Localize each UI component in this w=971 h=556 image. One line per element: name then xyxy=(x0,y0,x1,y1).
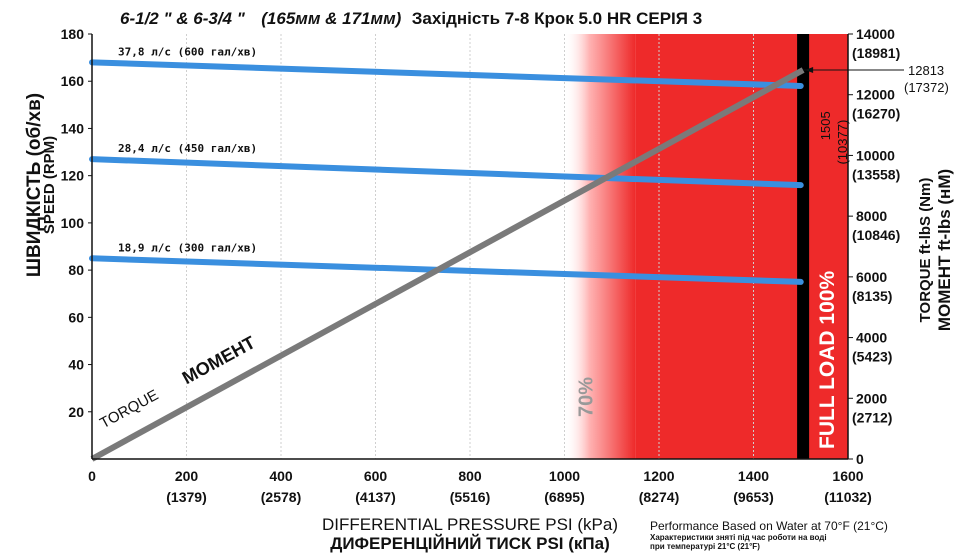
y-tick-80: 80 xyxy=(68,262,84,278)
y-tick-60: 60 xyxy=(68,309,84,325)
y2-tick-sub-12000: (16270) xyxy=(852,106,900,122)
x-axis-label-en: DIFFERENTIAL PRESSURE PSI (kPa) xyxy=(322,515,618,534)
x-tick-800: 800 xyxy=(458,468,482,484)
x-tick-labels: 0 200 (1379) 400 (2578) 600 (4137) 800 (5516) 100… xyxy=(88,468,872,505)
x-tick-sub-200: (1379) xyxy=(166,489,206,505)
y2-tick-sub-4000: (5423) xyxy=(852,349,892,365)
y-axis-label-en: SPEED (RPM) xyxy=(41,136,58,234)
y2-axis-label-ua: МОМЕНТ ft-lbs (нМ) xyxy=(935,169,954,331)
max-torque-arrow xyxy=(805,67,814,74)
x-tick-200: 200 xyxy=(175,468,199,484)
x-tick-sub-1400: (9653) xyxy=(733,489,773,505)
note-ua-2: при температурі 21°C (21°F) xyxy=(650,542,760,551)
x-tick-sub-600: (4137) xyxy=(355,489,395,505)
y2-tick-sub-6000: (8135) xyxy=(852,288,892,304)
title-part-3: Західність 7-8 Крок 5.0 HR СЕРІЯ 3 xyxy=(412,9,702,28)
max-torque-nm: (17372) xyxy=(904,80,949,95)
y-axis-label-ua: ШВИДКІСТЬ (об/хв) xyxy=(24,93,45,277)
x-tick-1400: 1400 xyxy=(738,468,769,484)
y2-tick-12000: 12000 xyxy=(856,87,895,103)
torque-line xyxy=(90,67,805,462)
speed-series: 37,8 л/с (600 гал/хв) 28,4 л/с (450 гал/х… xyxy=(89,45,804,285)
zone-70-label: 70% xyxy=(576,377,598,417)
note-en: Performance Based on Water at 70°F (21°C… xyxy=(650,519,888,533)
speed-line-0 xyxy=(89,59,804,89)
speed-line-1 xyxy=(89,156,804,189)
y2-tick-sub-14000: (18981) xyxy=(852,45,900,61)
y2-tick-sub-8000: (10846) xyxy=(852,227,900,243)
y2-tick-6000: 6000 xyxy=(856,269,887,285)
x-tick-sub-400: (2578) xyxy=(261,489,301,505)
x-tick-sub-1200: (8274) xyxy=(639,489,679,505)
y2-tick-10000: 10000 xyxy=(856,147,895,163)
x-axis-label-ua: ДИФЕРЕНЦІЙНИЙ ТИСК PSI (кПа) xyxy=(330,534,610,553)
y-tick-20: 20 xyxy=(68,404,84,420)
y2-tick-0: 0 xyxy=(856,451,864,467)
max-pressure-kpa: (10377) xyxy=(835,120,850,165)
axes xyxy=(91,34,849,460)
x-tick-600: 600 xyxy=(364,468,388,484)
x-tick-0: 0 xyxy=(88,468,96,484)
x-tick-sub-800: (5516) xyxy=(450,489,490,505)
y2-tick-sub-10000: (13558) xyxy=(852,166,900,182)
x-tick-1600: 1600 xyxy=(832,468,863,484)
y-tick-160: 160 xyxy=(61,73,85,89)
y-tick-180: 180 xyxy=(61,26,85,42)
y2-tick-8000: 8000 xyxy=(856,208,887,224)
y-tick-40: 40 xyxy=(68,357,84,373)
speed-line-label-2: 18,9 л/с (300 гал/хв) xyxy=(118,241,257,254)
torque-label-ua: МОМЕНТ xyxy=(179,332,259,388)
title-part-2: (165мм & 171мм) xyxy=(261,9,401,28)
full-load-label: FULL LOAD 100% xyxy=(816,271,839,449)
chart-title: 6-1/2 " & 6-3/4 " (165мм & 171мм) Західн… xyxy=(120,9,702,28)
speed-line-2 xyxy=(89,255,804,285)
speed-line-label-1: 28,4 л/с (450 гал/хв) xyxy=(118,142,257,155)
speed-line-label-0: 37,8 л/с (600 гал/хв) xyxy=(118,45,257,58)
max-torque-value: 12813 xyxy=(908,63,944,78)
y2-tick-2000: 2000 xyxy=(856,390,887,406)
x-tick-sub-1000: (6895) xyxy=(544,489,584,505)
y-tick-labels: 20 40 60 80 100 120 140 160 180 xyxy=(61,26,92,420)
note-ua-1: Характеристики зняті під час роботи на в… xyxy=(650,533,827,542)
max-pressure-value: 1505 xyxy=(818,111,833,140)
y-tick-100: 100 xyxy=(61,215,85,231)
y2-tick-sub-2000: (2712) xyxy=(852,409,892,425)
y2-tick-14000: 14000 xyxy=(856,26,895,42)
x-tick-sub-1600: (11032) xyxy=(824,489,871,505)
y2-tick-labels: 0 2000 (2712) 4000 (5423) 6000 (8135) 8000 (1084… xyxy=(848,26,900,467)
x-tick-1200: 1200 xyxy=(643,468,674,484)
zone-gradient xyxy=(564,34,636,459)
y-tick-120: 120 xyxy=(61,168,85,184)
x-tick-400: 400 xyxy=(269,468,293,484)
y2-tick-4000: 4000 xyxy=(856,330,887,346)
full-load-bar xyxy=(797,34,810,459)
x-tick-1000: 1000 xyxy=(549,468,580,484)
y-tick-140: 140 xyxy=(61,120,85,136)
title-part-1: 6-1/2 " & 6-3/4 " xyxy=(120,9,246,28)
load-zones: 70% FULL LOAD 100% xyxy=(564,34,848,459)
y2-axis-label-en: TORQUE ft-lbS (Nm) xyxy=(917,178,934,323)
